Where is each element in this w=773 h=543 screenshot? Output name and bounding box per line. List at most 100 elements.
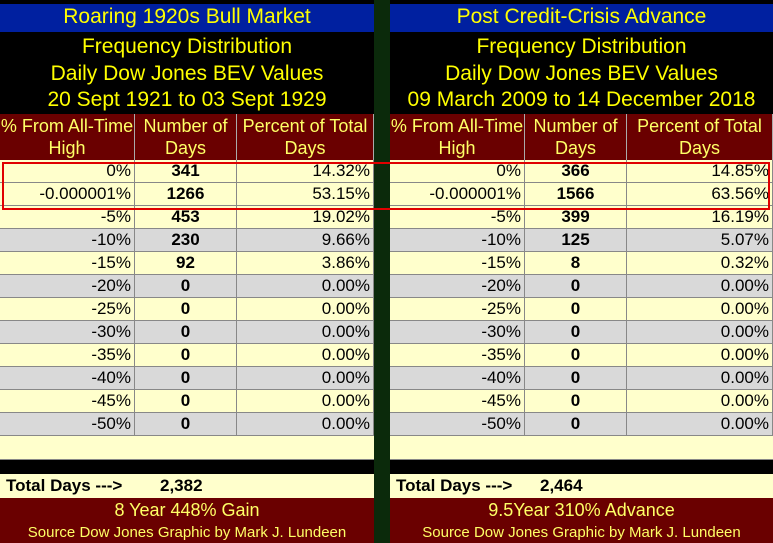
cell-percent-total: 0.00% xyxy=(627,413,773,435)
cell-number-of-days: 341 xyxy=(135,160,237,182)
cell-pct-from-high: -30% xyxy=(0,321,135,343)
panel-subtitle: Frequency Distribution xyxy=(476,35,687,58)
panel-period: 09 March 2009 to 14 December 2018 xyxy=(407,88,756,111)
cell-pct-from-high: -40% xyxy=(390,367,525,389)
cell-pct-from-high: 0% xyxy=(390,160,525,182)
header-pct-from-high: % From All-Time High xyxy=(0,114,135,160)
table-row: -20% 0 0.00% xyxy=(0,275,374,298)
cell-number-of-days: 0 xyxy=(135,321,237,343)
cell-percent-total: 0.00% xyxy=(627,344,773,366)
header-label: Percent of Total Days xyxy=(242,116,368,158)
cell-percent-total: 3.86% xyxy=(237,252,374,274)
cell-percent-total: 63.56% xyxy=(627,183,773,205)
cell-pct-from-high: -0.000001% xyxy=(390,183,525,205)
total-label: Total Days ---> xyxy=(6,476,123,495)
cell-number-of-days: 0 xyxy=(135,298,237,320)
cell-percent-total: 0.32% xyxy=(627,252,773,274)
cell-pct-from-high: 0% xyxy=(0,160,135,182)
cell-number-of-days: 8 xyxy=(525,252,627,274)
cell-percent-total: 0.00% xyxy=(237,298,374,320)
cell-percent-total: 14.85% xyxy=(627,160,773,182)
cell-pct-from-high: -35% xyxy=(390,344,525,366)
cell-percent-total: 16.19% xyxy=(627,206,773,228)
cell-number-of-days: 0 xyxy=(135,390,237,412)
table-row: -15% 92 3.86% xyxy=(0,252,374,275)
cell-percent-total: 0.00% xyxy=(627,321,773,343)
cell-number-of-days: 0 xyxy=(135,275,237,297)
table-row: -50% 0 0.00% xyxy=(390,413,773,436)
panel-period: 20 Sept 1921 to 03 Sept 1929 xyxy=(47,88,327,111)
cell-percent-total: 19.02% xyxy=(237,206,374,228)
cell-percent-total: 5.07% xyxy=(627,229,773,251)
cell-pct-from-high: -30% xyxy=(390,321,525,343)
total-value: 2,382 xyxy=(160,476,203,495)
panel-title: Post Credit-Crisis Advance xyxy=(390,4,773,32)
table-row: 0% 341 14.32% xyxy=(0,160,374,183)
table-row: -25% 0 0.00% xyxy=(0,298,374,321)
cell-number-of-days: 0 xyxy=(135,344,237,366)
table-header: % From All-Time High Number of Days Perc… xyxy=(0,114,374,160)
cell-pct-from-high: -45% xyxy=(0,390,135,412)
table-row: -20% 0 0.00% xyxy=(390,275,773,298)
blank-row xyxy=(390,436,773,460)
cell-pct-from-high: -35% xyxy=(0,344,135,366)
cell-number-of-days: 0 xyxy=(525,275,627,297)
cell-percent-total: 0.00% xyxy=(237,367,374,389)
cell-percent-total: 0.00% xyxy=(627,298,773,320)
total-row: Total Days ---> 2,464 xyxy=(390,474,773,498)
cell-pct-from-high: -40% xyxy=(0,367,135,389)
cell-percent-total: 14.32% xyxy=(237,160,374,182)
cell-pct-from-high: -10% xyxy=(0,229,135,251)
table-row: -40% 0 0.00% xyxy=(0,367,374,390)
cell-pct-from-high: -50% xyxy=(390,413,525,435)
cell-number-of-days: 366 xyxy=(525,160,627,182)
cell-number-of-days: 0 xyxy=(525,413,627,435)
header-percent-total: Percent of Total Days xyxy=(237,114,374,160)
left-panel-1920s: Roaring 1920s Bull Market Frequency Dist… xyxy=(0,0,374,543)
cell-pct-from-high: -15% xyxy=(390,252,525,274)
cell-percent-total: 0.00% xyxy=(237,413,374,435)
gain-banner: 9.5Year 310% Advance xyxy=(390,498,773,522)
cell-pct-from-high: -45% xyxy=(390,390,525,412)
table-row: -35% 0 0.00% xyxy=(0,344,374,367)
cell-pct-from-high: -25% xyxy=(0,298,135,320)
cell-number-of-days: 453 xyxy=(135,206,237,228)
header-label: % From All-Time High xyxy=(0,116,134,158)
table-row: -50% 0 0.00% xyxy=(0,413,374,436)
cell-percent-total: 0.00% xyxy=(237,344,374,366)
header-label: Number of Days xyxy=(533,116,618,158)
table-body: 0% 341 14.32% -0.000001% 1266 53.15% -5% 453 19.… xyxy=(0,160,374,460)
cell-pct-from-high: -10% xyxy=(390,229,525,251)
header-number-of-days: Number of Days xyxy=(525,114,627,160)
total-row: Total Days ---> 2,382 xyxy=(0,474,374,498)
panel-subtitle-2: Daily Dow Jones BEV Values xyxy=(50,62,324,85)
panel-divider xyxy=(374,0,390,543)
source-credit: Source Dow Jones Graphic by Mark J. Lund… xyxy=(0,522,374,543)
cell-pct-from-high: -0.000001% xyxy=(0,183,135,205)
cell-pct-from-high: -5% xyxy=(390,206,525,228)
table-row: -40% 0 0.00% xyxy=(390,367,773,390)
cell-pct-from-high: -20% xyxy=(0,275,135,297)
table-row: -30% 0 0.00% xyxy=(390,321,773,344)
cell-pct-from-high: -20% xyxy=(390,275,525,297)
blank-row xyxy=(0,436,374,460)
total-value: 2,464 xyxy=(540,476,583,495)
header-number-of-days: Number of Days xyxy=(135,114,237,160)
cell-pct-from-high: -25% xyxy=(390,298,525,320)
table-row: -0.000001% 1266 53.15% xyxy=(0,183,374,206)
panel-subtitle-2: Daily Dow Jones BEV Values xyxy=(445,62,718,85)
total-label: Total Days ---> xyxy=(396,476,513,495)
cell-number-of-days: 0 xyxy=(525,321,627,343)
table-body: 0% 366 14.85% -0.000001% 1566 63.56% -5% 399 16.… xyxy=(390,160,773,460)
cell-percent-total: 53.15% xyxy=(237,183,374,205)
table-row: -10% 125 5.07% xyxy=(390,229,773,252)
cell-percent-total: 0.00% xyxy=(237,390,374,412)
source-credit: Source Dow Jones Graphic by Mark J. Lund… xyxy=(390,522,773,543)
table-row: -15% 8 0.32% xyxy=(390,252,773,275)
header-pct-from-high: % From All-Time High xyxy=(390,114,525,160)
table-row: -25% 0 0.00% xyxy=(390,298,773,321)
header-label: Number of Days xyxy=(143,116,228,158)
table-row: -45% 0 0.00% xyxy=(0,390,374,413)
header-label: Percent of Total Days xyxy=(637,116,762,158)
